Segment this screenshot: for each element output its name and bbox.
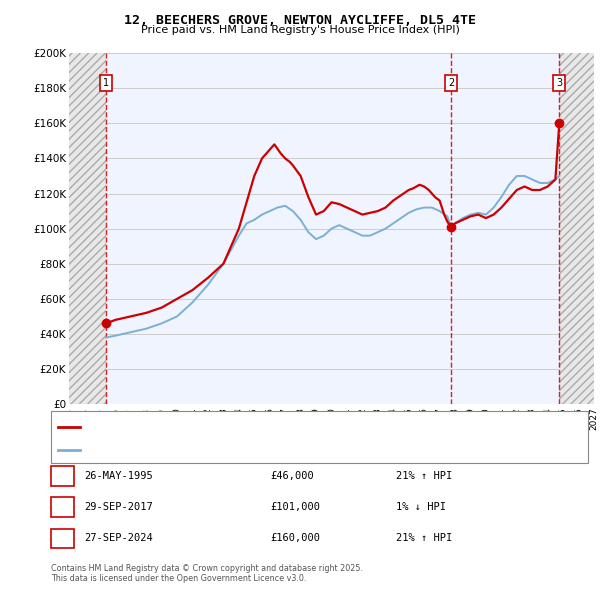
- Text: £160,000: £160,000: [270, 533, 320, 543]
- Text: 3: 3: [59, 533, 66, 543]
- Text: HPI: Average price, semi-detached house, County Durham: HPI: Average price, semi-detached house,…: [86, 448, 363, 457]
- Text: 1: 1: [103, 78, 109, 88]
- Text: 29-SEP-2017: 29-SEP-2017: [85, 502, 154, 512]
- Text: 26-MAY-1995: 26-MAY-1995: [85, 471, 154, 481]
- Text: 21% ↑ HPI: 21% ↑ HPI: [396, 471, 452, 481]
- Text: 27-SEP-2024: 27-SEP-2024: [85, 533, 154, 543]
- Text: 1% ↓ HPI: 1% ↓ HPI: [396, 502, 446, 512]
- Text: £46,000: £46,000: [270, 471, 314, 481]
- Text: 12, BEECHERS GROVE, NEWTON AYCLIFFE, DL5 4TE: 12, BEECHERS GROVE, NEWTON AYCLIFFE, DL5…: [124, 14, 476, 27]
- Text: £101,000: £101,000: [270, 502, 320, 512]
- Text: 3: 3: [556, 78, 562, 88]
- Text: 21% ↑ HPI: 21% ↑ HPI: [396, 533, 452, 543]
- Text: Price paid vs. HM Land Registry's House Price Index (HPI): Price paid vs. HM Land Registry's House …: [140, 25, 460, 35]
- Text: 12, BEECHERS GROVE, NEWTON AYCLIFFE, DL5 4TE (semi-detached house): 12, BEECHERS GROVE, NEWTON AYCLIFFE, DL5…: [86, 425, 442, 434]
- Text: 2: 2: [448, 78, 454, 88]
- Text: 2: 2: [59, 502, 66, 512]
- Text: 1: 1: [59, 471, 66, 481]
- Text: Contains HM Land Registry data © Crown copyright and database right 2025.
This d: Contains HM Land Registry data © Crown c…: [51, 563, 363, 583]
